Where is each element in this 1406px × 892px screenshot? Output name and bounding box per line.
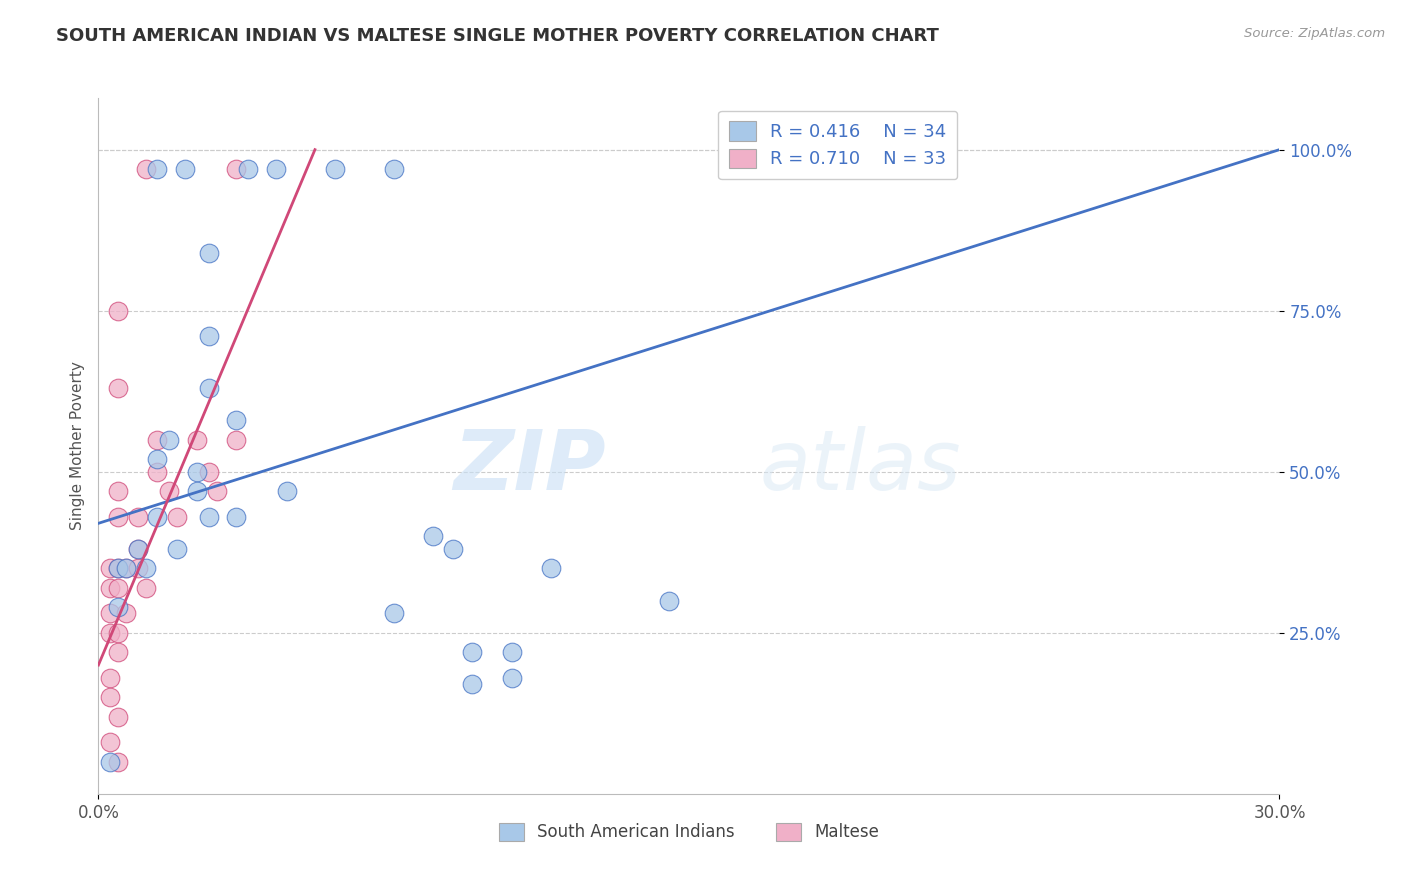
Point [236,161,259,176]
Point [658,593,681,607]
Text: atlas: atlas [759,426,962,508]
Point [225,161,247,176]
Point [461,677,484,691]
Point [107,709,129,723]
Point [127,509,149,524]
Point [135,581,157,595]
Point [127,542,149,557]
Point [107,625,129,640]
Point [197,329,219,343]
Point [166,509,188,524]
Point [98,581,121,595]
Point [197,381,219,395]
Legend: South American Indians, Maltese: South American Indians, Maltese [492,816,886,848]
Point [98,607,121,621]
Point [197,465,219,479]
Point [323,161,346,176]
Point [98,690,121,705]
Point [115,561,138,575]
Point [107,303,129,318]
Point [225,509,247,524]
Point [127,561,149,575]
Point [382,161,405,176]
Point [382,607,405,621]
Point [135,161,157,176]
Point [115,607,138,621]
Point [146,451,169,466]
Point [186,433,208,447]
Point [98,671,121,685]
Point [107,561,129,575]
Point [98,561,121,575]
Point [107,509,129,524]
Text: SOUTH AMERICAN INDIAN VS MALTESE SINGLE MOTHER POVERTY CORRELATION CHART: SOUTH AMERICAN INDIAN VS MALTESE SINGLE … [56,27,939,45]
Point [166,542,188,557]
Point [225,413,247,427]
Point [107,755,129,769]
Point [135,561,157,575]
Point [461,645,484,659]
Point [146,465,169,479]
Point [186,465,208,479]
Point [98,735,121,749]
Point [501,671,523,685]
Point [225,433,247,447]
Point [264,161,287,176]
Point [276,484,298,499]
Point [146,433,169,447]
Point [205,484,228,499]
Text: ZIP: ZIP [454,426,606,508]
Point [107,484,129,499]
Point [115,561,138,575]
Point [157,433,180,447]
Text: Source: ZipAtlas.com: Source: ZipAtlas.com [1244,27,1385,40]
Point [501,645,523,659]
Point [146,509,169,524]
Y-axis label: Single Mother Poverty: Single Mother Poverty [69,361,84,531]
Point [98,755,121,769]
Point [107,645,129,659]
Point [127,542,149,557]
Point [107,381,129,395]
Point [197,509,219,524]
Point [422,529,444,543]
Point [146,161,169,176]
Point [157,484,180,499]
Point [107,600,129,615]
Point [174,161,197,176]
Point [197,245,219,260]
Point [186,484,208,499]
Point [98,625,121,640]
Point [107,581,129,595]
Point [540,561,562,575]
Point [441,542,464,557]
Point [107,561,129,575]
